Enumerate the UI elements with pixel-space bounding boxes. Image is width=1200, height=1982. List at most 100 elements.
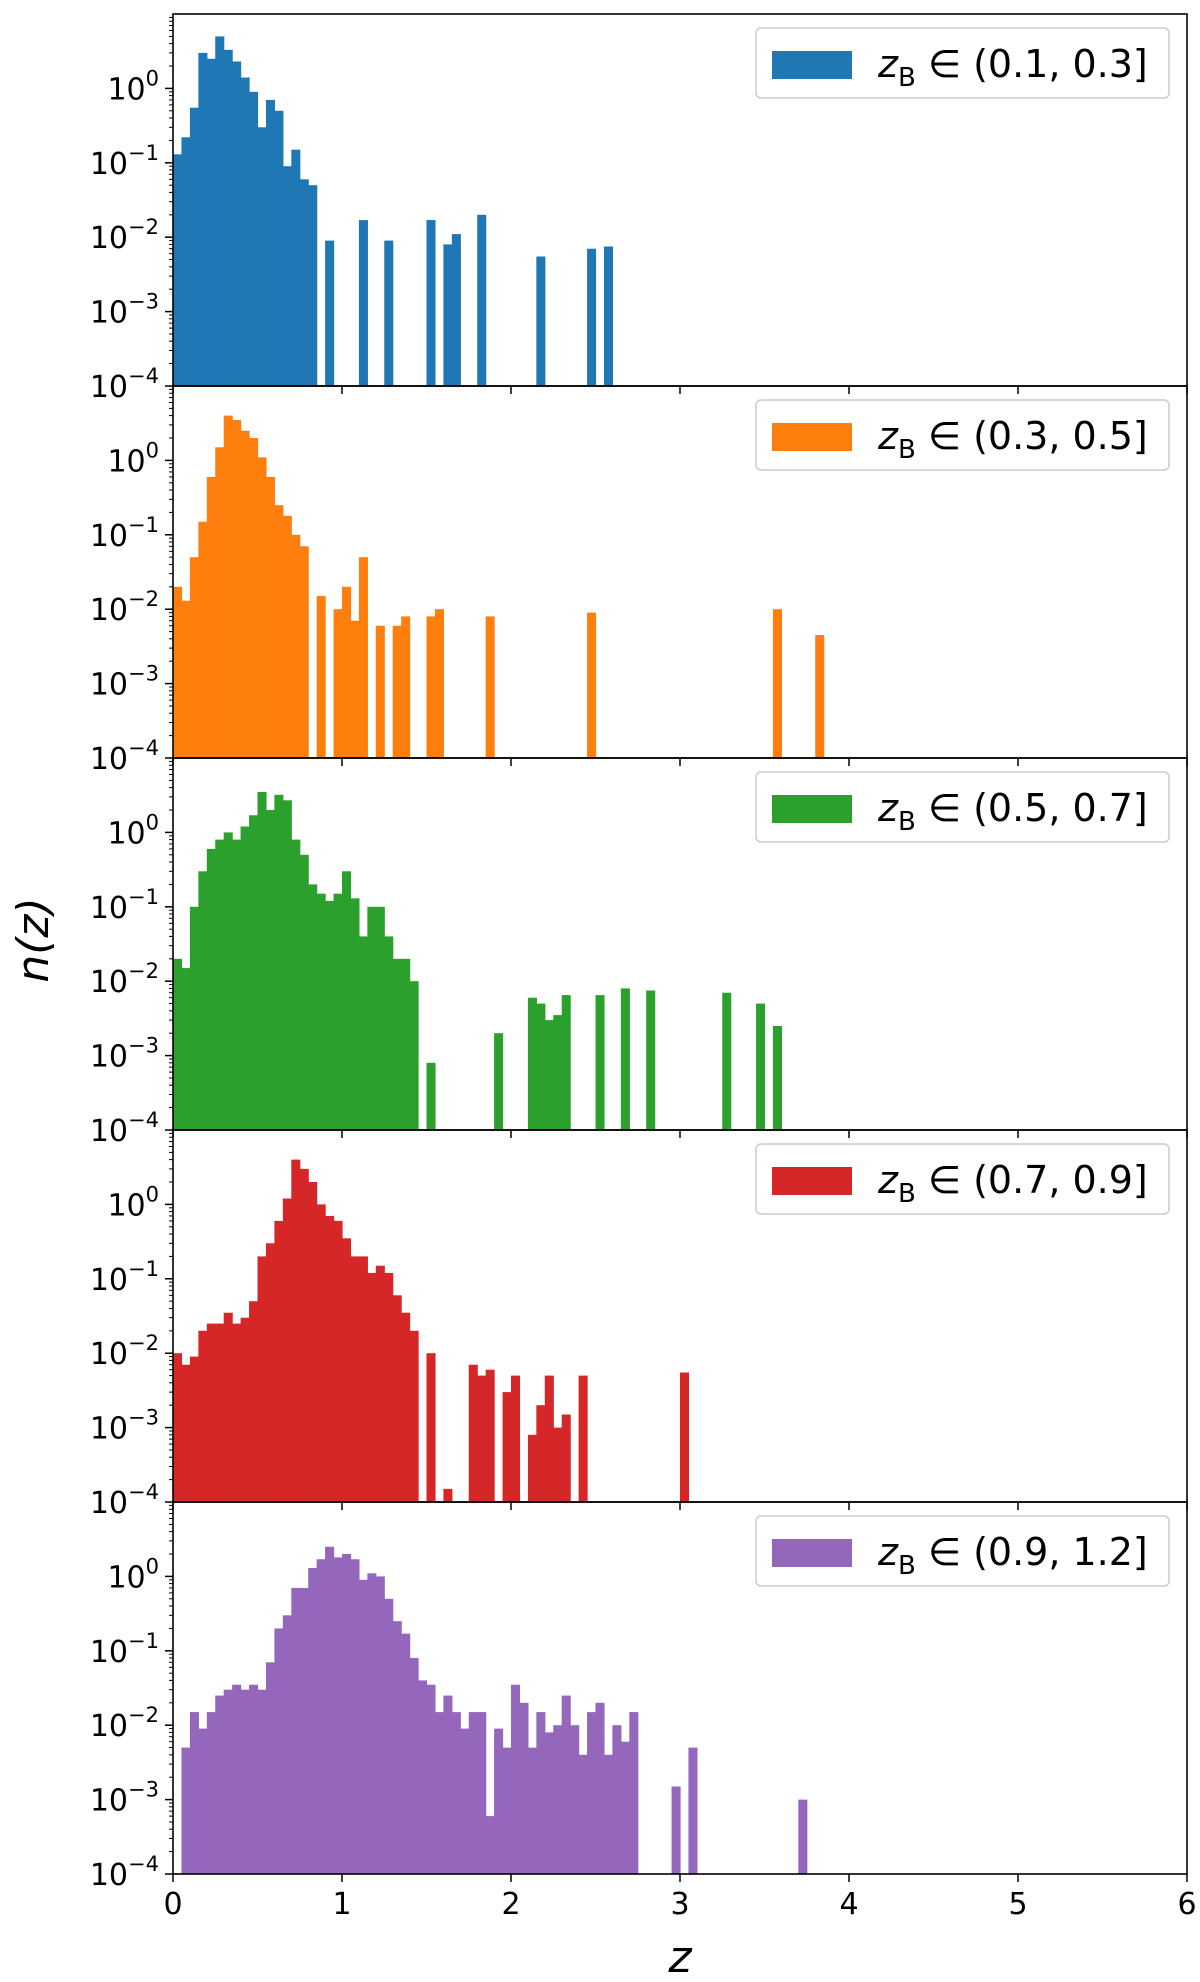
histogram-bar <box>561 995 571 1130</box>
histogram-bar <box>265 476 275 758</box>
y-tick-label: 10−3 <box>90 1034 159 1075</box>
histogram-bar <box>756 1003 766 1130</box>
histogram-bar <box>282 800 292 1130</box>
histogram-bar <box>409 1330 419 1502</box>
histogram-bar <box>173 1353 183 1502</box>
histogram-bar <box>451 234 461 386</box>
legend: zB ∈ (0.9, 1.2] <box>755 1515 1170 1587</box>
histogram-bar <box>671 1786 681 1874</box>
legend-swatch <box>772 51 852 79</box>
histogram-bar <box>434 1712 444 1874</box>
y-tick-label: 10−1 <box>90 1629 159 1670</box>
x-tick-label: 4 <box>839 1887 858 1922</box>
histogram-bar <box>375 1576 385 1874</box>
y-tick-label: 10−2 <box>90 215 159 256</box>
y-tick-label: 10−2 <box>90 1331 159 1372</box>
legend-label: zB ∈ (0.5, 0.7] <box>877 786 1148 837</box>
y-tick-label: 100 <box>107 1182 159 1223</box>
histogram-bar <box>426 1353 436 1502</box>
histogram-bar <box>527 997 537 1130</box>
legend-label: zB ∈ (0.7, 0.9] <box>877 1158 1148 1209</box>
histogram-bar <box>722 992 732 1130</box>
y-tick-label: 10−4 <box>90 1108 159 1149</box>
histogram-bar <box>434 609 444 758</box>
panels-container: 100 10−1 10−2 10−3 10−4 zB ∈ (0.1, 0.3] 100 10−… <box>90 13 1188 1893</box>
histogram-bar <box>198 1728 208 1874</box>
panel-2: 100 10−1 10−2 10−3 10−4 zB ∈ (0.3, 0.5] <box>90 385 1188 777</box>
y-tick-label: 10−3 <box>90 1406 159 1447</box>
histogram-bar <box>367 906 377 1130</box>
histogram-bar <box>257 1689 267 1874</box>
histogram-bar <box>688 1747 698 1874</box>
histogram-bar <box>257 127 267 387</box>
histogram-bar <box>308 884 318 1130</box>
histogram-bar <box>578 1754 588 1874</box>
histogram-bar <box>384 240 394 386</box>
legend: zB ∈ (0.1, 0.3] <box>755 27 1170 99</box>
histogram-bar <box>240 826 250 1130</box>
histogram-bar <box>232 419 242 758</box>
histogram-bar <box>308 1567 318 1874</box>
histogram-bar <box>595 1702 605 1874</box>
histogram-bar <box>274 1220 284 1502</box>
histogram-bar <box>274 794 284 1130</box>
x-axis-label: z <box>667 1932 692 1982</box>
histogram-bar <box>502 1747 512 1874</box>
histogram-bar <box>536 256 546 386</box>
histogram-bar <box>223 832 233 1130</box>
histogram-bar <box>426 1062 436 1130</box>
histogram-bar <box>282 515 292 758</box>
histogram-bar <box>333 893 343 1130</box>
histogram-bar <box>646 990 656 1130</box>
histogram-bar <box>342 1238 352 1502</box>
histogram-bar <box>494 1033 504 1130</box>
histogram-bar <box>426 1684 436 1874</box>
histogram-bar <box>409 1658 419 1874</box>
histogram-bar <box>189 557 199 758</box>
histogram-bar <box>426 616 436 758</box>
histogram-bar <box>392 958 402 1130</box>
y-tick-label: 10−3 <box>90 1778 159 1819</box>
histogram-bar <box>173 958 183 1130</box>
histogram-bar <box>485 616 495 758</box>
y-tick-label: 10−1 <box>90 885 159 926</box>
histogram-bar <box>772 609 782 758</box>
histogram-bar <box>384 1272 394 1502</box>
histogram-bar <box>198 521 208 758</box>
histogram-bar <box>553 1427 563 1502</box>
histogram-bar <box>265 810 275 1130</box>
histogram-bar <box>544 1732 554 1874</box>
histogram-bar <box>282 1615 292 1874</box>
histogram-bar <box>206 1323 216 1502</box>
histogram-bar <box>511 1375 521 1502</box>
histogram-bar <box>527 1747 537 1874</box>
histogram-bar <box>477 214 487 386</box>
histogram-bar <box>308 185 318 386</box>
legend-swatch <box>772 423 852 451</box>
histogram-bar <box>485 1369 495 1502</box>
legend-box <box>755 1143 1170 1215</box>
histogram-bar <box>181 137 191 386</box>
legend-box <box>755 27 1170 99</box>
histogram-bar <box>401 616 411 758</box>
histogram-bar <box>578 1375 588 1502</box>
legend: zB ∈ (0.7, 0.9] <box>755 1143 1170 1215</box>
panel-3: 100 10−1 10−2 10−3 10−4 zB ∈ (0.5, 0.7] <box>90 757 1188 1149</box>
histogram-bar <box>232 1323 242 1502</box>
histogram-bar <box>536 1405 546 1502</box>
histogram-bar <box>223 415 233 758</box>
y-tick-label: 10−3 <box>90 662 159 703</box>
histogram-bar <box>502 1392 512 1502</box>
histogram-bar <box>553 1725 563 1874</box>
x-tick-label: 2 <box>501 1887 520 1922</box>
histogram-bar <box>451 1712 461 1874</box>
histogram-bar <box>375 625 385 758</box>
histogram-bar <box>265 1243 275 1502</box>
histogram-bar <box>249 91 259 387</box>
y-tick-label: 10−4 <box>90 364 159 405</box>
x-tick-label: 5 <box>1008 1887 1027 1922</box>
y-tick-label: 10−4 <box>90 1480 159 1521</box>
histogram-bar <box>375 906 385 1130</box>
histogram-bar <box>342 871 352 1130</box>
histogram-bar <box>181 1747 191 1874</box>
